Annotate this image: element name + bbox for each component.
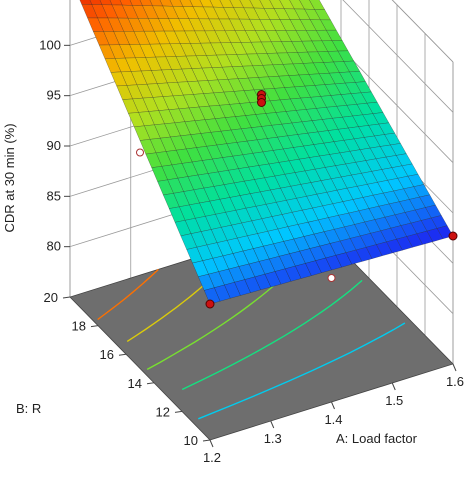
x-tick-label: 1.5 [385,393,403,408]
surface-cell [203,287,221,305]
surface-cell [79,0,93,5]
y-tick-mark [202,439,211,442]
y-tick-label: 12 [156,404,170,419]
z-tick-label: 85 [47,188,61,203]
x-tick-mark [270,420,275,429]
x-tick-label: 1.6 [446,374,464,389]
wall-grid-z [391,0,454,63]
floor-contour-line [198,322,406,420]
y-tick-label: 14 [128,376,142,391]
y-tick-mark [174,410,183,413]
z-tick-label: 95 [47,88,61,103]
response-surface [79,0,454,305]
x-tick-mark [452,363,457,372]
floor-contour-line [181,279,363,391]
design-point [448,231,458,241]
y-tick-mark [118,353,127,356]
z-axis-label: CDR at 30 min (%) [2,123,17,232]
y-tick-label: 20 [44,290,58,305]
design-point [327,274,336,282]
x-tick-label: 1.3 [264,431,282,446]
x-axis-label: A: Load factor [336,431,418,446]
design-point [205,299,215,309]
z-tick-label: 105 [39,0,61,2]
y-tick-label: 16 [100,347,114,362]
wall-grid-z [342,0,454,113]
axis-ticks: 80 85 90 95 100 105 10 12 14 16 18 20 1.2 1.3 1.4 1.5 1.… [39,0,464,465]
x-tick-mark [391,382,396,391]
y-tick-mark [90,325,99,328]
z-tick-label: 90 [47,138,61,153]
x-tick-mark [331,401,335,410]
y-tick-label: 18 [72,319,86,334]
floor-contour-line [97,268,159,321]
y-tick-mark [146,382,155,385]
z-tick-label: 100 [39,37,61,52]
x-tick-label: 1.4 [324,412,342,427]
y-tick-label: 10 [184,433,198,448]
z-tick-label: 80 [47,239,61,254]
x-tick-mark [209,439,214,448]
design-point [257,98,266,107]
design-point [136,148,144,157]
y-tick-mark [62,296,71,299]
y-axis-label: B: R [16,401,41,416]
design-points [136,90,458,309]
x-tick-label: 1.2 [203,450,221,465]
